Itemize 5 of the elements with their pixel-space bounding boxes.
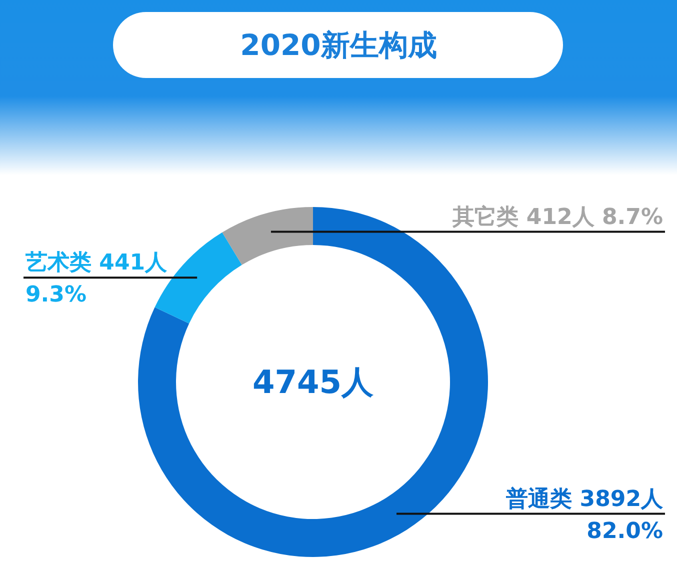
slice-label: 普通类 3892人 82.0% [505, 486, 664, 544]
text: 4745人 [252, 363, 375, 401]
slice-label: 艺术类 441人 9.3% [24, 250, 168, 308]
slice-label: 其它类 412人 8.7% [452, 204, 663, 230]
chart-title: 2020新生构成 [240, 28, 437, 62]
